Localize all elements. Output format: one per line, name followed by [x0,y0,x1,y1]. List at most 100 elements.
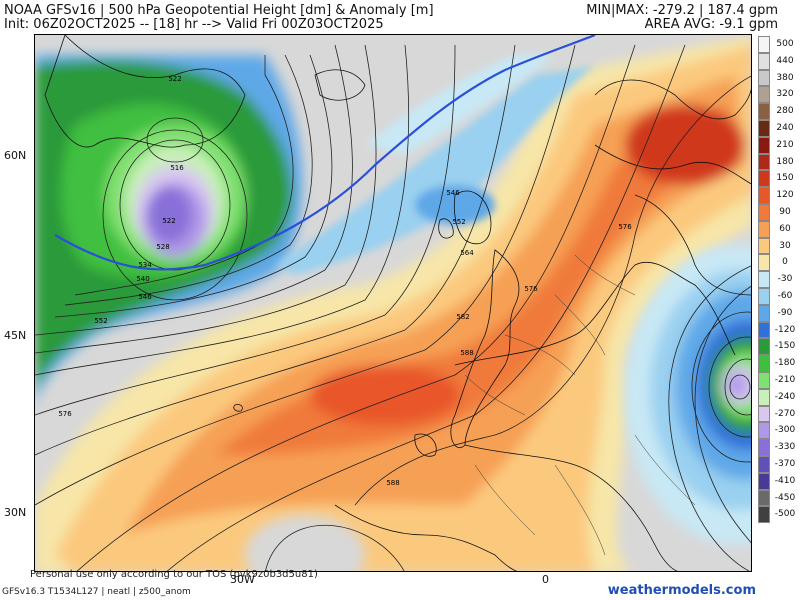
colorbar-label: -30 [777,274,793,285]
colorbar-swatch [758,119,770,137]
lat-label-30n: 30N [4,506,27,519]
colorbar-label: -210 [774,374,796,385]
colorbar-swatch [758,220,770,238]
colorbar-label: 240 [776,122,794,133]
init-valid-time: Init: 06Z02OCT2025 -- [18] hr --> Valid … [4,17,384,32]
anomaly-map[interactable]: 522 516 522 528 534 540 546 552 576 546 552 564 576 5… [34,34,752,572]
area-average-readout: AREA AVG: -9.1 gpm [644,17,778,32]
colorbar-label: 210 [776,139,794,150]
contour-label: 522 [162,217,175,225]
terms-of-service-note: Personal use only according to our TOS (… [30,569,318,580]
brand-link[interactable]: weathermodels.com [607,583,756,598]
contour-label: 546 [446,189,460,197]
colorbar-swatch [758,187,770,204]
colorbar-labels: 500 440 380 320 280 240 210 180 150 120 90 60 30 0 -30… [772,36,798,523]
colorbar-label: 500 [776,39,794,49]
colorbar-swatch [758,287,770,305]
coastlines [44,35,751,571]
colorbar-label: 440 [776,55,794,66]
colorbar-swatch [758,439,770,456]
colorbar-swatch [758,321,770,339]
colorbar-label: -60 [777,290,793,301]
cutoff-low [625,245,751,545]
chart-title: NOAA GFSv16 | 500 hPa Geopotential Heigh… [4,3,434,18]
colorbar-label: -180 [774,358,796,369]
colorbar-swatch [758,170,770,188]
colorbar-swatch [758,52,770,70]
colorbar-swatch [758,489,770,507]
colorbar-label: -370 [774,458,796,469]
colorbar [758,36,770,524]
lat-label-60n: 60N [4,149,27,162]
colorbar-swatch [758,422,770,440]
contour-label: 552 [452,218,465,226]
contour-label: 516 [170,164,184,172]
colorbar-label: -270 [774,408,796,419]
colorbar-swatch [758,506,770,524]
contour-label: 534 [138,261,152,269]
colorbar-label: 60 [779,223,791,234]
colorbar-swatch [758,472,770,490]
contour-label: 528 [156,243,169,251]
colorbar-label: 320 [776,89,794,100]
contour-label: 582 [456,313,469,321]
contour-label: 576 [58,410,72,418]
colorbar-swatch [758,304,770,322]
contour-label: 588 [386,479,399,487]
map-canvas: 522 516 522 528 534 540 546 552 576 546 552 564 576 5… [35,35,751,571]
colorbar-swatch [758,388,770,406]
colorbar-label: -330 [774,442,796,453]
positive-anomaly-region [35,35,751,571]
lat-label-45n: 45N [4,329,27,342]
colorbar-label: -150 [774,341,796,352]
reference-height-line [54,35,596,271]
colorbar-label: -240 [774,391,796,402]
colorbar-label: -410 [774,475,796,486]
contour-label: 552 [94,317,107,325]
north-atlantic-trough [275,55,595,275]
model-info: GFSv16.3 T1534L127 | neatl | z500_anom [2,587,191,597]
lon-label-30w: 30W [230,573,255,586]
colorbar-label: 30 [779,240,791,251]
contour-label: 576 [524,285,538,293]
contour-label: 564 [460,249,474,257]
colorbar-swatch [758,271,770,288]
colorbar-swatch [758,405,770,423]
greenland-low [35,55,303,415]
colorbar-swatch [758,338,770,356]
colorbar-swatch [758,203,770,221]
colorbar-label: 150 [776,173,794,184]
contour-label: 546 [138,293,152,301]
colorbar-label: -120 [774,324,796,335]
colorbar-label: 90 [779,206,791,217]
colorbar-label: 380 [776,72,794,83]
colorbar-label: 0 [782,257,788,268]
contour-label: 576 [618,223,632,231]
lon-label-0: 0 [542,573,549,586]
contour-labels: 522 516 522 528 534 540 546 552 576 546 552 564 576 5… [58,75,632,487]
colorbar-label: -90 [777,307,793,318]
country-borders [464,254,696,556]
contour-label: 522 [168,75,181,83]
colorbar-swatch [758,371,770,389]
colorbar-label: 180 [776,156,794,167]
colorbar-swatch [758,254,770,272]
colorbar-swatch [758,36,770,53]
colorbar-swatch [758,237,770,255]
colorbar-label: -450 [774,492,796,503]
colorbar-label: -500 [774,509,796,520]
colorbar-swatch [758,455,770,473]
colorbar-label: 120 [776,190,794,201]
colorbar-swatch [758,136,770,154]
colorbar-swatch [758,86,770,104]
colorbar-swatch [758,153,770,171]
colorbar-label: -300 [774,425,796,436]
colorbar-label: 280 [776,106,794,117]
colorbar-swatch [758,69,770,87]
min-max-readout: MIN|MAX: -279.2 | 187.4 gpm [586,3,778,18]
subtropical-low [245,515,365,571]
colorbar-swatch [758,355,770,372]
contour-label: 588 [460,349,473,357]
colorbar-swatch [758,103,770,120]
contour-label: 540 [136,275,149,283]
